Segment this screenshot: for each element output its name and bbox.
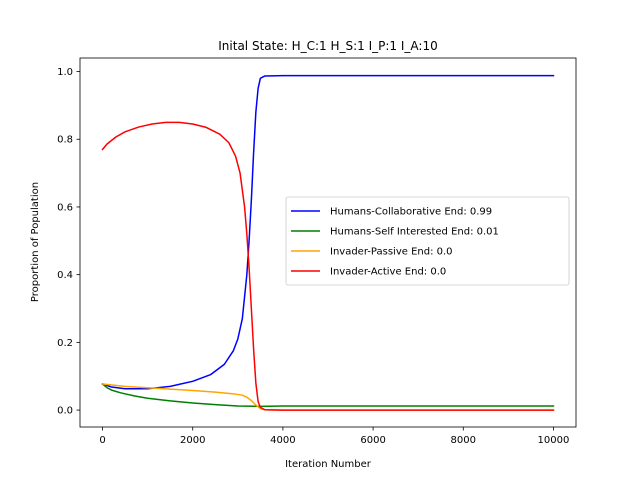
y-tick-label: 0.8 bbox=[57, 135, 73, 146]
chart-title: Inital State: H_C:1 H_S:1 I_P:1 I_A:10 bbox=[218, 39, 437, 53]
x-axis: 0 2000 4000 6000 8000 10000 bbox=[99, 427, 569, 446]
x-tick-label: 8000 bbox=[451, 435, 476, 446]
x-tick-label: 4000 bbox=[270, 435, 295, 446]
y-tick-label: 1.0 bbox=[57, 67, 73, 78]
series-line-4 bbox=[101, 121, 555, 411]
y-axis: 0.0 0.2 0.4 0.6 0.8 1.0 bbox=[57, 67, 80, 417]
y-tick-label: 0.2 bbox=[57, 338, 73, 349]
y-tick-label: 0.0 bbox=[57, 406, 73, 417]
x-tick-label: 6000 bbox=[360, 435, 385, 446]
y-axis-title: Proportion of Population bbox=[30, 182, 41, 302]
legend-label-4: Invader-Active End: 0.0 bbox=[330, 267, 446, 278]
legend-label-2: Humans-Self Interested End: 0.01 bbox=[330, 227, 499, 238]
legend-label-3: Invader-Passive End: 0.0 bbox=[330, 247, 453, 258]
x-tick-label: 0 bbox=[99, 435, 105, 446]
x-axis-title: Iteration Number bbox=[285, 459, 372, 470]
y-tick-label: 0.4 bbox=[57, 270, 73, 281]
legend: Humans-Collaborative End: 0.99 Humans-Sel… bbox=[285, 196, 570, 286]
x-tick-label: 10000 bbox=[538, 435, 570, 446]
series-layer bbox=[101, 74, 555, 411]
x-tick-label: 2000 bbox=[180, 435, 205, 446]
legend-box bbox=[285, 196, 570, 286]
plot-frame bbox=[79, 57, 577, 428]
legend-label-1: Humans-Collaborative End: 0.99 bbox=[330, 207, 492, 218]
y-tick-label: 0.6 bbox=[57, 202, 73, 213]
